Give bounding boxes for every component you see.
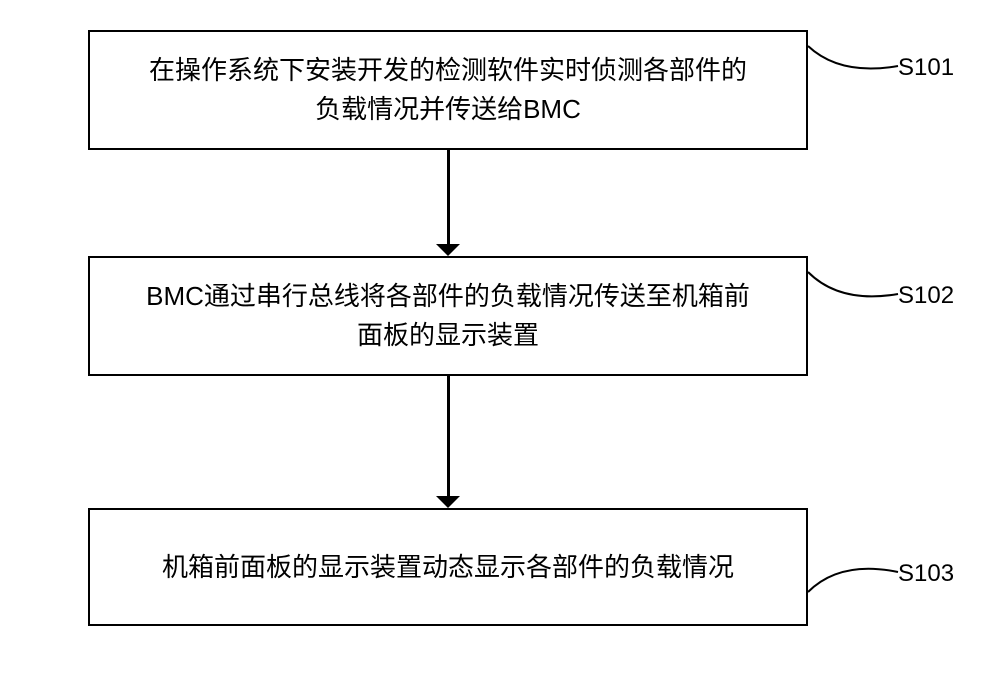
arrow-line-2	[447, 376, 450, 496]
arrow-head-1	[436, 244, 460, 256]
flow-box-text: BMC通过串行总线将各部件的负载情况传送至机箱前面板的显示装置	[146, 277, 750, 355]
step-label-s103: S103	[898, 560, 954, 588]
step-label-s101: S101	[898, 54, 954, 82]
flow-box-text: 机箱前面板的显示装置动态显示各部件的负载情况	[162, 548, 734, 587]
flow-box-s103: 机箱前面板的显示装置动态显示各部件的负载情况	[88, 508, 808, 626]
flow-box-text: 在操作系统下安装开发的检测软件实时侦测各部件的负载情况并传送给BMC	[149, 51, 747, 129]
flow-box-s102: BMC通过串行总线将各部件的负载情况传送至机箱前面板的显示装置	[88, 256, 808, 376]
arrow-head-2	[436, 496, 460, 508]
arrow-line-1	[447, 150, 450, 244]
step-label-s102: S102	[898, 282, 954, 310]
flow-box-s101: 在操作系统下安装开发的检测软件实时侦测各部件的负载情况并传送给BMC	[88, 30, 808, 150]
